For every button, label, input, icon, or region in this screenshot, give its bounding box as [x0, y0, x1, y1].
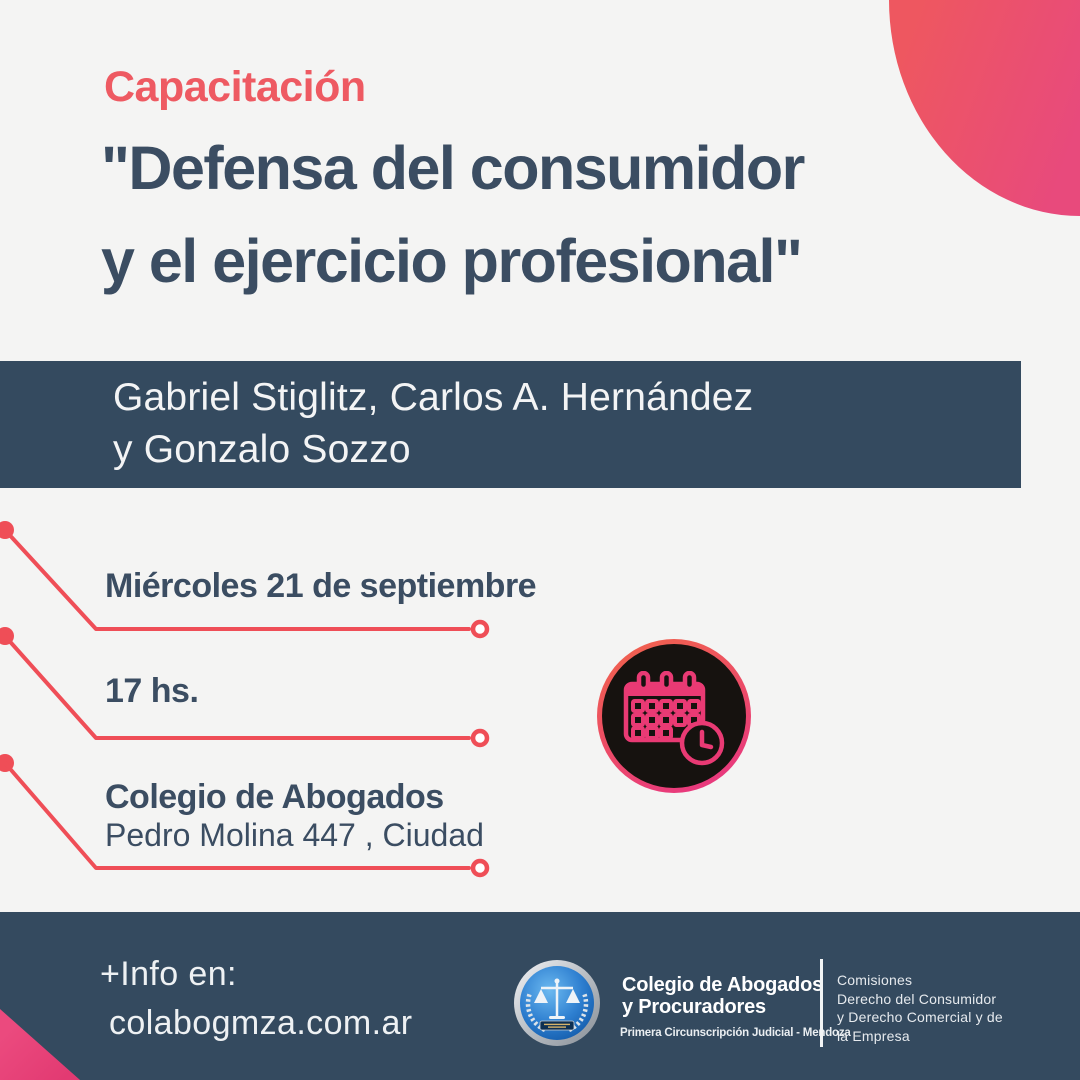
connector-line: [3, 634, 471, 740]
speakers-names: Gabriel Stiglitz, Carlos A. Hernández y …: [113, 372, 753, 476]
website-url: colabogmza.com.ar: [109, 1004, 413, 1042]
commissions-line-1: Comisiones: [837, 972, 913, 988]
commissions-line-2: Derecho del Consumidor: [837, 990, 997, 1007]
connector-row-time: [0, 627, 490, 748]
footer-divider: [820, 959, 823, 1047]
speakers-line-1: Gabriel Stiglitz, Carlos A. Hernández: [113, 376, 754, 419]
info-label: +Info en:: [100, 955, 237, 993]
event-type-label: Capacitación: [104, 63, 366, 111]
footer: +Info en: colabogmza.com.ar: [0, 912, 1080, 1080]
connector-line: [3, 528, 471, 631]
commissions-line-3: y Derecho Comercial y de: [837, 1009, 1003, 1025]
event-venue: Colegio de Abogados: [105, 778, 444, 816]
commissions-line-4: la Empresa: [837, 1027, 910, 1044]
connector-ring-icon: [470, 619, 490, 639]
organization-name-line-2: y Procuradores: [622, 996, 766, 1018]
connector-row-venue: [0, 754, 490, 878]
speakers-line-2: y Gonzalo Sozzo: [113, 428, 411, 471]
event-title: "Defensa del consumidor y el ejercicio p…: [101, 122, 805, 308]
event-title-line-2: y el ejercicio profesional": [101, 227, 803, 295]
event-time: 17 hs.: [105, 672, 199, 710]
organization-name-line-1: Colegio de Abogados: [622, 974, 824, 996]
decorative-connector-lines: [0, 521, 490, 878]
organization-name: Colegio de Abogados y Procuradores: [622, 974, 823, 1018]
scales-of-justice-seal-icon: [514, 960, 600, 1046]
organization-subtitle: Primera Circunscripción Judicial - Mendo…: [620, 1027, 851, 1039]
connector-ring-icon: [470, 728, 490, 748]
connector-row-date: [0, 521, 490, 639]
event-date: Miércoles 21 de septiembre: [105, 567, 537, 605]
event-title-line-1: "Defensa del consumidor: [101, 134, 805, 202]
info-block: +Info en: colabogmza.com.ar: [100, 950, 413, 1048]
bottom-left-corner-shape: [0, 1009, 80, 1080]
calendar-clock-icon: [623, 671, 725, 766]
top-right-corner-shape: [889, 0, 1080, 216]
event-address: Pedro Molina 447 , Ciudad: [105, 817, 484, 853]
speakers-banner: Gabriel Stiglitz, Carlos A. Hernández y …: [0, 361, 1021, 488]
connector-ring-icon: [470, 858, 490, 878]
calendar-badge-background: [602, 644, 746, 788]
connector-line: [3, 761, 471, 870]
calendar-badge: [597, 639, 751, 793]
commissions-block: Comisiones Derecho del Consumidor y Dere…: [837, 971, 1003, 1045]
